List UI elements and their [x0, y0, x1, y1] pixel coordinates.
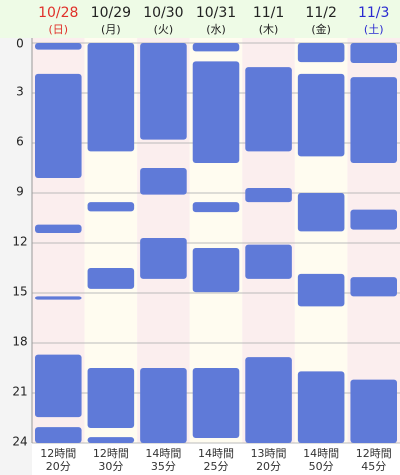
y-tick-label: 6: [16, 135, 24, 149]
weekday-label: (木): [259, 23, 279, 36]
total-minutes: 25分: [204, 460, 229, 473]
y-tick-label: 3: [16, 85, 24, 99]
sleep-bar: [245, 67, 292, 152]
sleep-bar: [350, 379, 397, 443]
total-hours: 12時間: [40, 447, 76, 460]
date-label: 10/31: [196, 5, 236, 21]
sleep-bar: [87, 368, 135, 428]
header-background: [0, 0, 400, 38]
sleep-bar: [350, 277, 397, 297]
weekday-label: (水): [206, 23, 226, 36]
sleep-bar: [140, 368, 187, 443]
total-minutes: 50分: [309, 460, 334, 473]
sleep-bar: [245, 244, 292, 279]
axis-background: [0, 38, 32, 475]
y-tick-label: 24: [12, 435, 27, 449]
date-label: 11/3: [358, 5, 389, 21]
y-tick-label: 21: [12, 385, 27, 399]
sleep-bar: [297, 371, 345, 443]
date-label: 11/2: [305, 5, 336, 21]
sleep-bar: [87, 268, 135, 289]
sleep-bar: [87, 437, 135, 443]
total-hours: 14時間: [145, 447, 181, 460]
total-hours: 12時間: [356, 447, 392, 460]
y-tick-label: 0: [16, 37, 24, 51]
sleep-bar: [192, 368, 240, 438]
sleep-bar: [350, 77, 397, 163]
sleep-bar: [140, 43, 187, 140]
total-hours: 13時間: [251, 447, 287, 460]
sleep-bar: [192, 43, 240, 52]
sleep-bar: [35, 73, 82, 178]
sleep-bar: [297, 193, 345, 232]
sleep-bar: [297, 43, 345, 63]
total-minutes: 30分: [98, 460, 123, 473]
total-minutes: 20分: [46, 460, 71, 473]
weekday-label: (月): [101, 23, 121, 36]
date-label: 10/29: [91, 5, 131, 21]
sleep-bar: [350, 209, 397, 230]
weekday-label: (金): [311, 22, 331, 36]
y-tick-label: 9: [16, 185, 24, 199]
sleep-bar: [35, 296, 82, 300]
sleep-bar: [192, 61, 240, 164]
weekday-label: (日): [48, 23, 68, 36]
total-hours: 14時間: [303, 447, 339, 460]
sleep-bar: [35, 224, 82, 233]
sleep-bar: [140, 238, 187, 279]
y-tick-label: 12: [12, 235, 27, 249]
sleep-bar: [192, 202, 240, 213]
sleep-bar: [87, 43, 135, 152]
date-label: 11/1: [253, 5, 284, 21]
date-label: 10/28: [38, 5, 78, 21]
sleep-bar: [245, 357, 292, 443]
total-minutes: 45分: [361, 460, 386, 473]
sleep-bar: [297, 273, 345, 307]
weekday-label: (土): [364, 23, 384, 36]
sleep-bar: [87, 202, 135, 212]
sleep-bar: [350, 43, 397, 63]
date-label: 10/30: [143, 5, 183, 21]
sleep-bar: [297, 73, 345, 157]
y-tick-label: 15: [12, 285, 27, 299]
sleep-bar: [140, 168, 187, 195]
weekday-label: (火): [154, 23, 174, 36]
sleep-bar: [192, 248, 240, 293]
total-minutes: 20分: [256, 460, 281, 473]
y-tick-label: 18: [12, 335, 27, 349]
sleep-bar: [245, 188, 292, 203]
sleep-bar: [35, 43, 82, 50]
total-minutes: 35分: [151, 460, 176, 473]
total-hours: 12時間: [93, 447, 129, 460]
total-hours: 14時間: [198, 447, 234, 460]
sleep-bar: [35, 354, 82, 418]
sleep-bar: [35, 427, 82, 443]
